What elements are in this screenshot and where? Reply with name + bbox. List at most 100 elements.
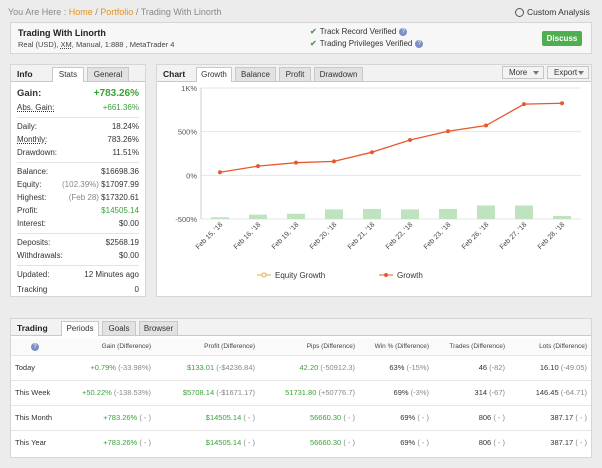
table-row[interactable]: This Month +783.26% ( - ) $14505.14 ( - ) 5…: [11, 404, 591, 430]
table-cell-win: 63% (-15%): [359, 354, 433, 380]
withdrawals-value: $0.00: [118, 251, 139, 260]
export-dropdown[interactable]: Export: [547, 66, 589, 79]
table-cell-win: 69% ( - ): [359, 404, 433, 430]
equity-label: Equity:: [17, 180, 42, 189]
breadcrumb-portfolio[interactable]: Portfolio: [100, 7, 134, 17]
divider: [17, 233, 139, 234]
abs-gain-row: Abs. Gain: +661.36%: [17, 102, 139, 114]
table-header-info[interactable]: ?: [11, 339, 59, 355]
profit-difference: ( - ): [243, 413, 255, 422]
info-icon[interactable]: ?: [31, 342, 39, 351]
monthly-value: 783.26%: [107, 135, 139, 144]
lots-value: 387.17: [550, 413, 574, 422]
profit-value: $14505.14: [205, 413, 242, 422]
pips-value: 56660.30: [309, 413, 342, 422]
discuss-button[interactable]: Discuss: [542, 31, 582, 46]
tab-balance[interactable]: Balance: [235, 67, 276, 81]
x-tick-label: Feb 28, '18: [537, 221, 567, 251]
trades-difference: ( - ): [493, 413, 505, 422]
x-tick-label: Feb 20, '18: [309, 221, 339, 251]
track-record-status: ✔ Track Record Verified?: [310, 27, 408, 36]
more-dropdown[interactable]: More: [502, 66, 544, 79]
gain-value: +783.26%: [103, 438, 138, 448]
table-row[interactable]: This Week +50.22% (-138.53%) $5708.14 (-$1…: [11, 379, 591, 405]
track-record-label: Track Record Verified: [319, 27, 397, 36]
table-header: Pips (Difference): [259, 339, 359, 355]
tab-growth[interactable]: Growth: [196, 67, 232, 82]
updated-value: 12 Minutes ago: [84, 270, 139, 279]
chevron-down-icon: [533, 71, 539, 75]
table-cell-trades: 806 ( - ): [433, 404, 509, 430]
table-header: Trades (Difference): [433, 339, 509, 355]
growth-point: [446, 129, 450, 134]
tab-stats[interactable]: Stats: [52, 67, 84, 82]
win-difference: ( - ): [417, 413, 429, 422]
profit-value: $14505.14: [205, 438, 242, 448]
equity-growth-bar: [515, 205, 533, 219]
x-tick-label: Feb 15, '18: [195, 221, 225, 251]
monthly-row: Monthly: 783.26%: [17, 134, 139, 146]
table-cell-lots: 16.10 (-49.05): [509, 354, 591, 380]
growth-point: [370, 150, 374, 155]
info-icon[interactable]: ?: [415, 39, 424, 48]
tab-browser[interactable]: Browser: [139, 321, 178, 335]
profit-value: $5708.14: [182, 388, 215, 397]
breadcrumb-separator: /: [135, 7, 139, 17]
table-row[interactable]: Today +0.79% (-33.98%) $133.01 (-$4236.84)…: [11, 354, 591, 380]
interest-row: Interest: $0.00: [17, 218, 139, 230]
tab-goals[interactable]: Goals: [102, 321, 136, 335]
equity-value: $17097.99: [101, 180, 139, 189]
profit-difference: (-$4236.84): [216, 363, 255, 372]
highest-date: (Feb 28): [68, 193, 99, 202]
custom-analysis-link[interactable]: Custom Analysis: [515, 7, 590, 18]
profit-value: $133.01: [187, 363, 215, 372]
x-tick-label: Feb 22, '18: [385, 221, 415, 251]
drawdown-value: 11.51%: [112, 148, 139, 157]
tab-drawdown[interactable]: Drawdown: [314, 67, 363, 81]
divider: [17, 162, 139, 163]
drawdown-label: Drawdown:: [17, 148, 58, 157]
check-icon: ✔: [310, 27, 317, 36]
table-row[interactable]: This Year +783.26% ( - ) $14505.14 ( - ) 56…: [11, 429, 591, 455]
x-tick-label: Feb 23, '18: [423, 221, 453, 251]
growth-point: [256, 164, 260, 169]
deposits-row: Deposits: $2568.19: [17, 237, 139, 249]
y-tick-label: 500%: [178, 128, 198, 137]
tab-general[interactable]: General: [87, 67, 129, 81]
growth-point: [560, 101, 564, 106]
balance-label: Balance:: [17, 167, 49, 176]
x-tick-label: Feb 21, '18: [347, 221, 377, 251]
updated-label: Updated:: [17, 270, 50, 279]
y-tick-label: -500%: [175, 215, 197, 224]
broker-link[interactable]: XM: [60, 40, 72, 49]
table-cell-period: This Month: [11, 404, 59, 430]
tab-periods[interactable]: Periods: [61, 321, 99, 336]
win-value: 69%: [400, 413, 416, 422]
monthly-label: Monthly:: [17, 135, 48, 144]
account-type: Real (USD),: [18, 40, 59, 49]
table-header: Gain (Difference): [59, 339, 155, 355]
table-cell-lots: 387.17 ( - ): [509, 429, 591, 455]
table-cell-pips: 42.20 (-50912.3): [259, 354, 359, 380]
trades-value: 806: [478, 413, 492, 422]
profit-value: $14505.14: [101, 206, 139, 215]
table-cell-pips: 56660.30 ( - ): [259, 404, 359, 430]
table-cell-trades: 314 (-67): [433, 379, 509, 405]
withdrawals-row: Withdrawals: $0.00: [17, 250, 139, 262]
equity-growth-bar: [477, 205, 495, 219]
x-tick-label: Feb 26, '18: [461, 221, 491, 251]
chart-title: Chart: [163, 69, 186, 79]
daily-value: 18.24%: [111, 122, 139, 131]
info-icon[interactable]: ?: [399, 27, 408, 36]
lots-value: 387.17: [550, 438, 574, 448]
equity-row: Equity: (102.39%) $17097.99: [17, 179, 139, 191]
abs-gain-value: +661.36%: [102, 103, 139, 112]
breadcrumb-prefix: You Are Here :: [8, 7, 67, 17]
breadcrumb-home[interactable]: Home: [68, 7, 93, 17]
table-cell-gain: +783.26% ( - ): [59, 429, 155, 455]
table-cell-gain: +783.26% ( - ): [59, 404, 155, 430]
info-title: Info: [17, 69, 33, 79]
tab-profit[interactable]: Profit: [279, 67, 311, 81]
table-cell-period: Today: [11, 354, 59, 380]
tracking-row: Tracking 0: [17, 284, 139, 296]
